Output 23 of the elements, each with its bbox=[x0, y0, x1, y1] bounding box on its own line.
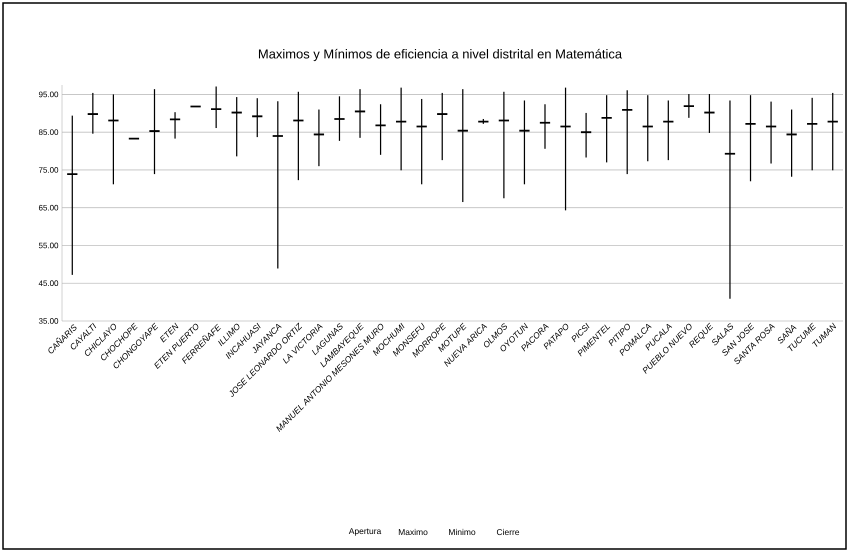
candlestick bbox=[682, 94, 695, 118]
candlestick bbox=[600, 95, 613, 162]
candlestick bbox=[416, 98, 428, 184]
candlestick bbox=[662, 100, 674, 160]
candlestick bbox=[230, 97, 243, 156]
candlestick bbox=[66, 116, 78, 275]
candlestick bbox=[642, 95, 654, 162]
candlestick bbox=[210, 86, 222, 128]
chart-title: Maximos y Mínimos de eficiencia a nivel distrital en Matemática bbox=[258, 48, 622, 62]
candlestick bbox=[477, 118, 490, 124]
text: Minimo bbox=[449, 528, 476, 536]
candlestick bbox=[621, 90, 634, 174]
candlestick bbox=[806, 98, 818, 170]
text: Maximo bbox=[398, 528, 428, 536]
candlestick bbox=[456, 89, 469, 202]
candlestick bbox=[86, 92, 99, 134]
candlestick bbox=[251, 98, 264, 138]
candlestick bbox=[436, 92, 448, 160]
text: Apertura bbox=[348, 528, 382, 536]
candlestick bbox=[292, 92, 304, 180]
text: Cierre bbox=[496, 528, 520, 536]
candlestick bbox=[826, 92, 839, 170]
candlestick bbox=[272, 101, 284, 268]
